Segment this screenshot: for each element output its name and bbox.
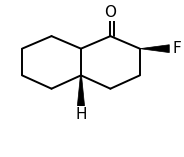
- Text: H: H: [75, 107, 87, 122]
- Text: F: F: [173, 41, 182, 56]
- Text: O: O: [104, 5, 116, 20]
- Polygon shape: [140, 45, 169, 53]
- Polygon shape: [77, 75, 85, 107]
